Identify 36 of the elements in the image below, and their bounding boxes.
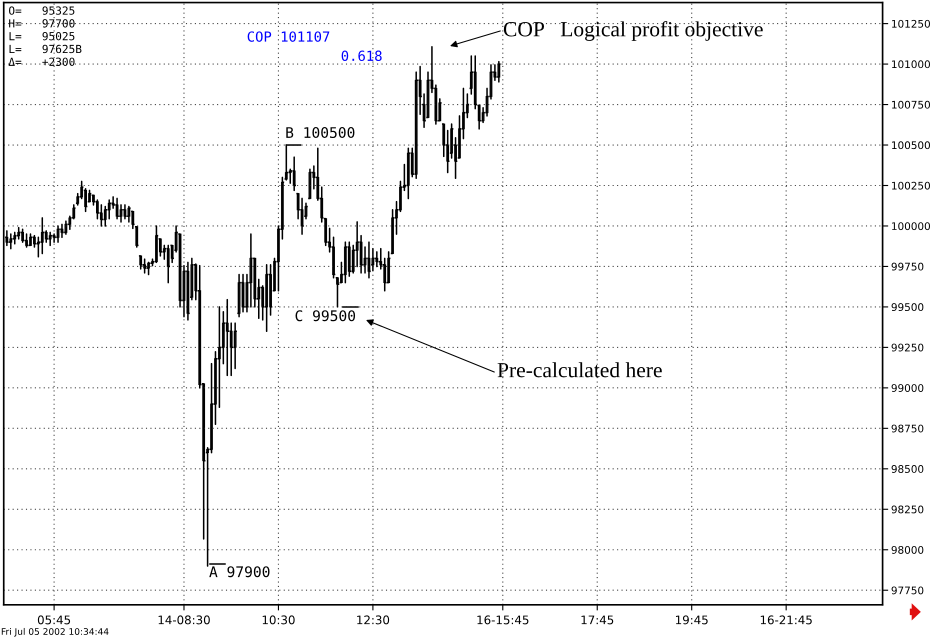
y-tick-label: 100750 [892, 100, 930, 109]
annotation: O= 95325 [9, 6, 74, 15]
x-tick-label: 19:45 [676, 615, 708, 624]
x-tick-label: 10:30 [262, 615, 295, 624]
annotation: COP 101107 [248, 31, 330, 42]
annotation: H= 97700 [9, 19, 75, 28]
annotation: B 100500 [286, 127, 354, 138]
annotation: L= 95025 [10, 32, 74, 40]
y-tick-label: 99500 [892, 303, 924, 312]
y-tick-label: 101250 [892, 20, 930, 28]
y-tick-label: 97750 [892, 586, 924, 594]
y-tick-label: 100000 [892, 222, 930, 230]
y-tick-label: 99000 [892, 384, 924, 392]
annotation: 0.618 [342, 50, 382, 62]
text: Fri Jul 05 2002 10:34:44 [2, 628, 109, 637]
x-tick-label: 17:45 [582, 616, 614, 624]
y-tick-label: 100250 [892, 182, 930, 190]
y-tick-label: 98000 [892, 546, 924, 554]
y-tick-label: 100500 [892, 141, 930, 150]
annotation: Pre-calculated here [498, 362, 662, 378]
y-tick-label: 98750 [892, 424, 924, 432]
annotation: L= 97625B [10, 44, 82, 54]
x-tick-label: 14-08:30 [158, 615, 210, 624]
annotation: C 99500 [296, 310, 356, 322]
x-tick-label: 16-21:45 [760, 615, 812, 624]
annotation: COP Logical profit objective [504, 21, 763, 41]
annotation: Δ= +2300 [8, 58, 75, 66]
y-tick-label: 101000 [892, 60, 930, 68]
x-tick-label: 12:30 [357, 615, 390, 624]
y-tick-label: 98250 [892, 506, 924, 514]
y-tick-label: 98500 [892, 465, 924, 473]
y-tick-label: 99750 [892, 262, 924, 271]
x-tick-label: 16-15:45 [477, 615, 528, 624]
y-tick-label: 99250 [892, 344, 924, 352]
x-tick-label: 05:45 [38, 615, 70, 624]
annotation: A 97900 [209, 566, 270, 578]
